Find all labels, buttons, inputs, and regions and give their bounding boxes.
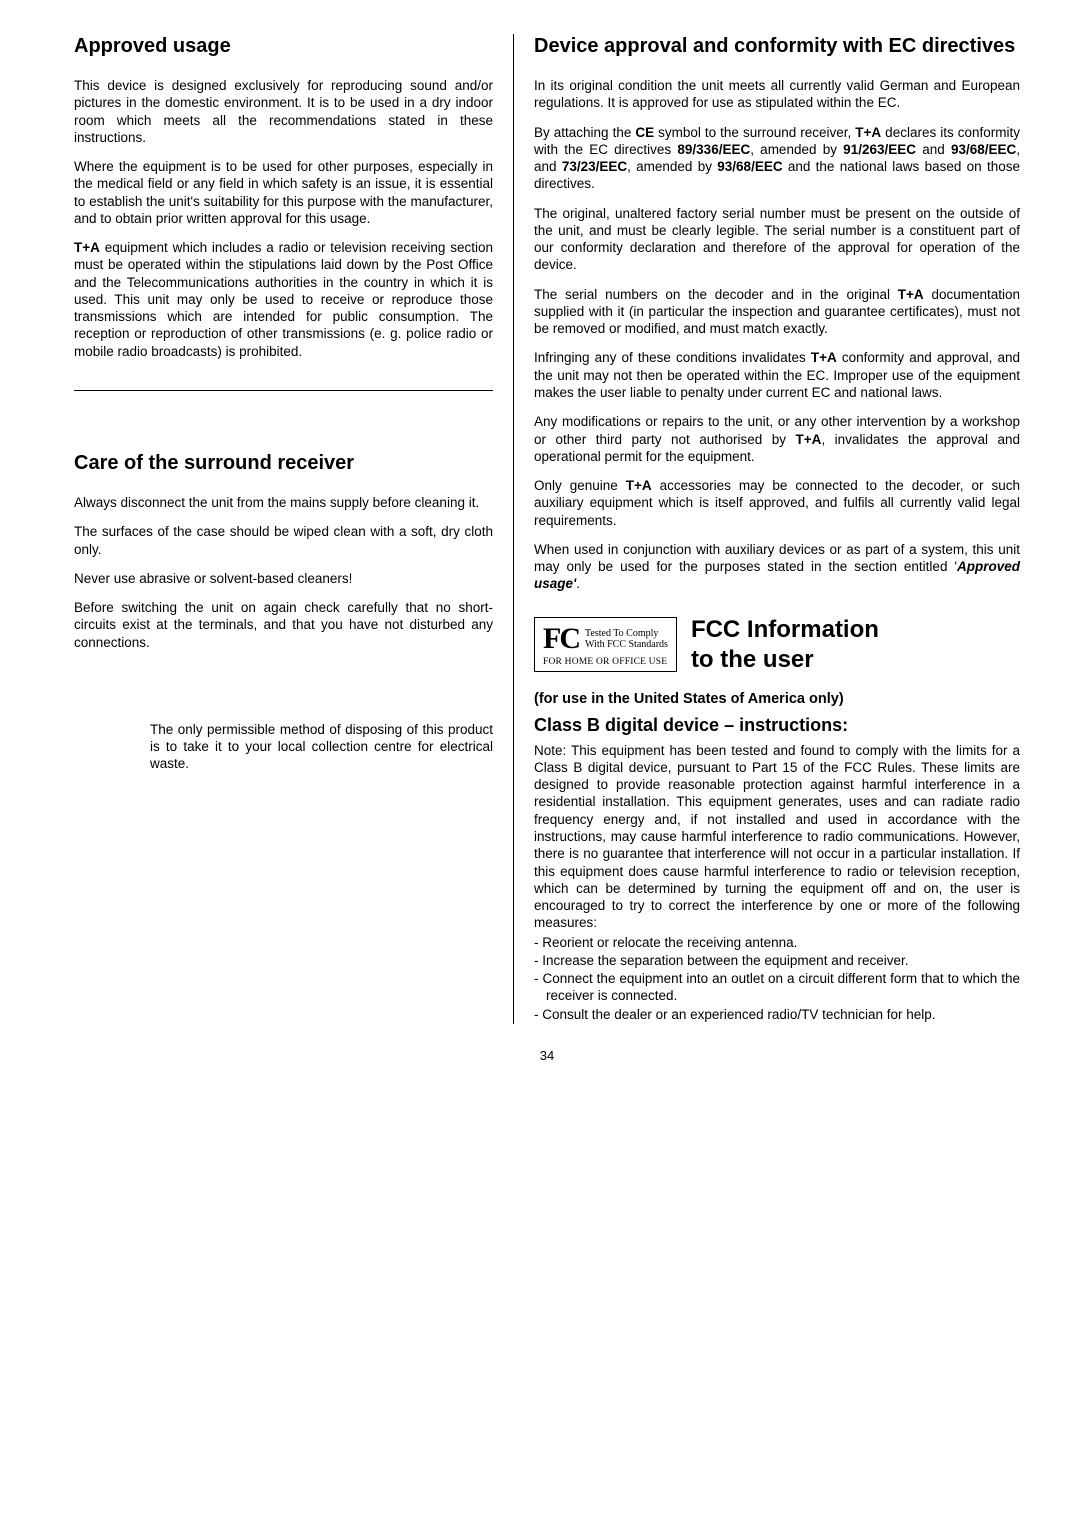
measure-1: Reorient or relocate the receiving anten… [534, 934, 1020, 951]
fcc-home-office: FOR HOME OR OFFICE USE [543, 657, 667, 667]
d2-b4: 73/23/EEC [562, 159, 627, 174]
ta-brand: T+A [626, 478, 652, 493]
d2-b1: 89/336/EEC [677, 142, 750, 157]
d2-m1: , amended by [750, 142, 843, 157]
ta-brand: T+A [855, 125, 881, 140]
para-care-2: The surfaces of the case should be wiped… [74, 523, 493, 558]
d2-pre: By attaching the [534, 125, 635, 140]
two-column-layout: Approved usage This device is designed e… [74, 34, 1020, 1024]
d2-b5: 93/68/EEC [717, 159, 782, 174]
disposal-note: The only permissible method of disposing… [150, 721, 493, 773]
para-device-8: When used in conjunction with auxiliary … [534, 541, 1020, 593]
class-b-measures-list: Reorient or relocate the receiving anten… [534, 934, 1020, 1023]
fcc-tested-1: Tested To Comply [585, 628, 668, 639]
para-device-3: The original, unaltered factory serial n… [534, 205, 1020, 274]
para-approved-3-text: equipment which includes a radio or tele… [74, 240, 493, 359]
para-approved-1: This device is designed exclusively for … [74, 77, 493, 146]
d8a: When used in conjunction with auxiliary … [534, 542, 1020, 574]
fcc-title-2: to the user [691, 645, 879, 675]
para-device-4: The serial numbers on the decoder and in… [534, 286, 1020, 338]
d7a: Only genuine [534, 478, 626, 493]
para-class-b: Note: This equipment has been tested and… [534, 742, 1020, 932]
ta-brand: T+A [74, 240, 100, 255]
d2-m4: , amended by [627, 159, 717, 174]
heading-care: Care of the surround receiver [74, 451, 493, 476]
fcc-fc-mark: FC [543, 624, 579, 654]
para-care-1: Always disconnect the unit from the main… [74, 494, 493, 511]
d2-b2: 91/263/EEC [843, 142, 916, 157]
d5a: Infringing any of these conditions inval… [534, 350, 811, 365]
divider [74, 390, 493, 391]
measure-4: Consult the dealer or an experienced rad… [534, 1006, 1020, 1023]
page-number: 34 [74, 1048, 1020, 1063]
right-column: Device approval and conformity with EC d… [514, 34, 1020, 1024]
ta-brand: T+A [796, 432, 822, 447]
left-column: Approved usage This device is designed e… [74, 34, 514, 1024]
heading-approved-usage: Approved usage [74, 34, 493, 59]
para-approved-3: T+A equipment which includes a radio or … [74, 239, 493, 360]
fcc-info-block: FC Tested To Comply With FCC Standards F… [534, 615, 879, 675]
ta-brand: T+A [898, 287, 924, 302]
d4a: The serial numbers on the decoder and in… [534, 287, 898, 302]
ce-symbol: CE [635, 125, 654, 140]
heading-class-b: Class B digital device – instructions: [534, 715, 1020, 736]
para-care-4: Before switching the unit on again check… [74, 599, 493, 651]
d2-b3: 93/68/EEC [951, 142, 1016, 157]
fcc-logo-box: FC Tested To Comply With FCC Standards F… [534, 617, 677, 672]
para-device-6: Any modifications or repairs to the unit… [534, 413, 1020, 465]
fcc-title-wrap: FCC Information to the user [691, 615, 879, 675]
fcc-tested-wrap: Tested To Comply With FCC Standards [585, 628, 668, 650]
fcc-tested-2: With FCC Standards [585, 639, 668, 650]
d8c: . [576, 576, 580, 591]
para-device-2: By attaching the CE symbol to the surrou… [534, 124, 1020, 193]
fcc-subhead: (for use in the United States of America… [534, 691, 1020, 707]
fcc-logo-top: FC Tested To Comply With FCC Standards [543, 624, 668, 654]
measure-3: Connect the equipment into an outlet on … [534, 970, 1020, 1005]
para-care-3: Never use abrasive or solvent-based clea… [74, 570, 493, 587]
heading-device-approval: Device approval and conformity with EC d… [534, 34, 1020, 59]
para-device-5: Infringing any of these conditions inval… [534, 349, 1020, 401]
para-approved-2: Where the equipment is to be used for ot… [74, 158, 493, 227]
d2-mid: symbol to the surround receiver, [654, 125, 855, 140]
d2-m2: and [916, 142, 951, 157]
para-device-1: In its original condition the unit meets… [534, 77, 1020, 112]
fcc-title-1: FCC Information [691, 615, 879, 645]
ta-brand: T+A [811, 350, 837, 365]
para-device-7: Only genuine T+A accessories may be conn… [534, 477, 1020, 529]
measure-2: Increase the separation between the equi… [534, 952, 1020, 969]
